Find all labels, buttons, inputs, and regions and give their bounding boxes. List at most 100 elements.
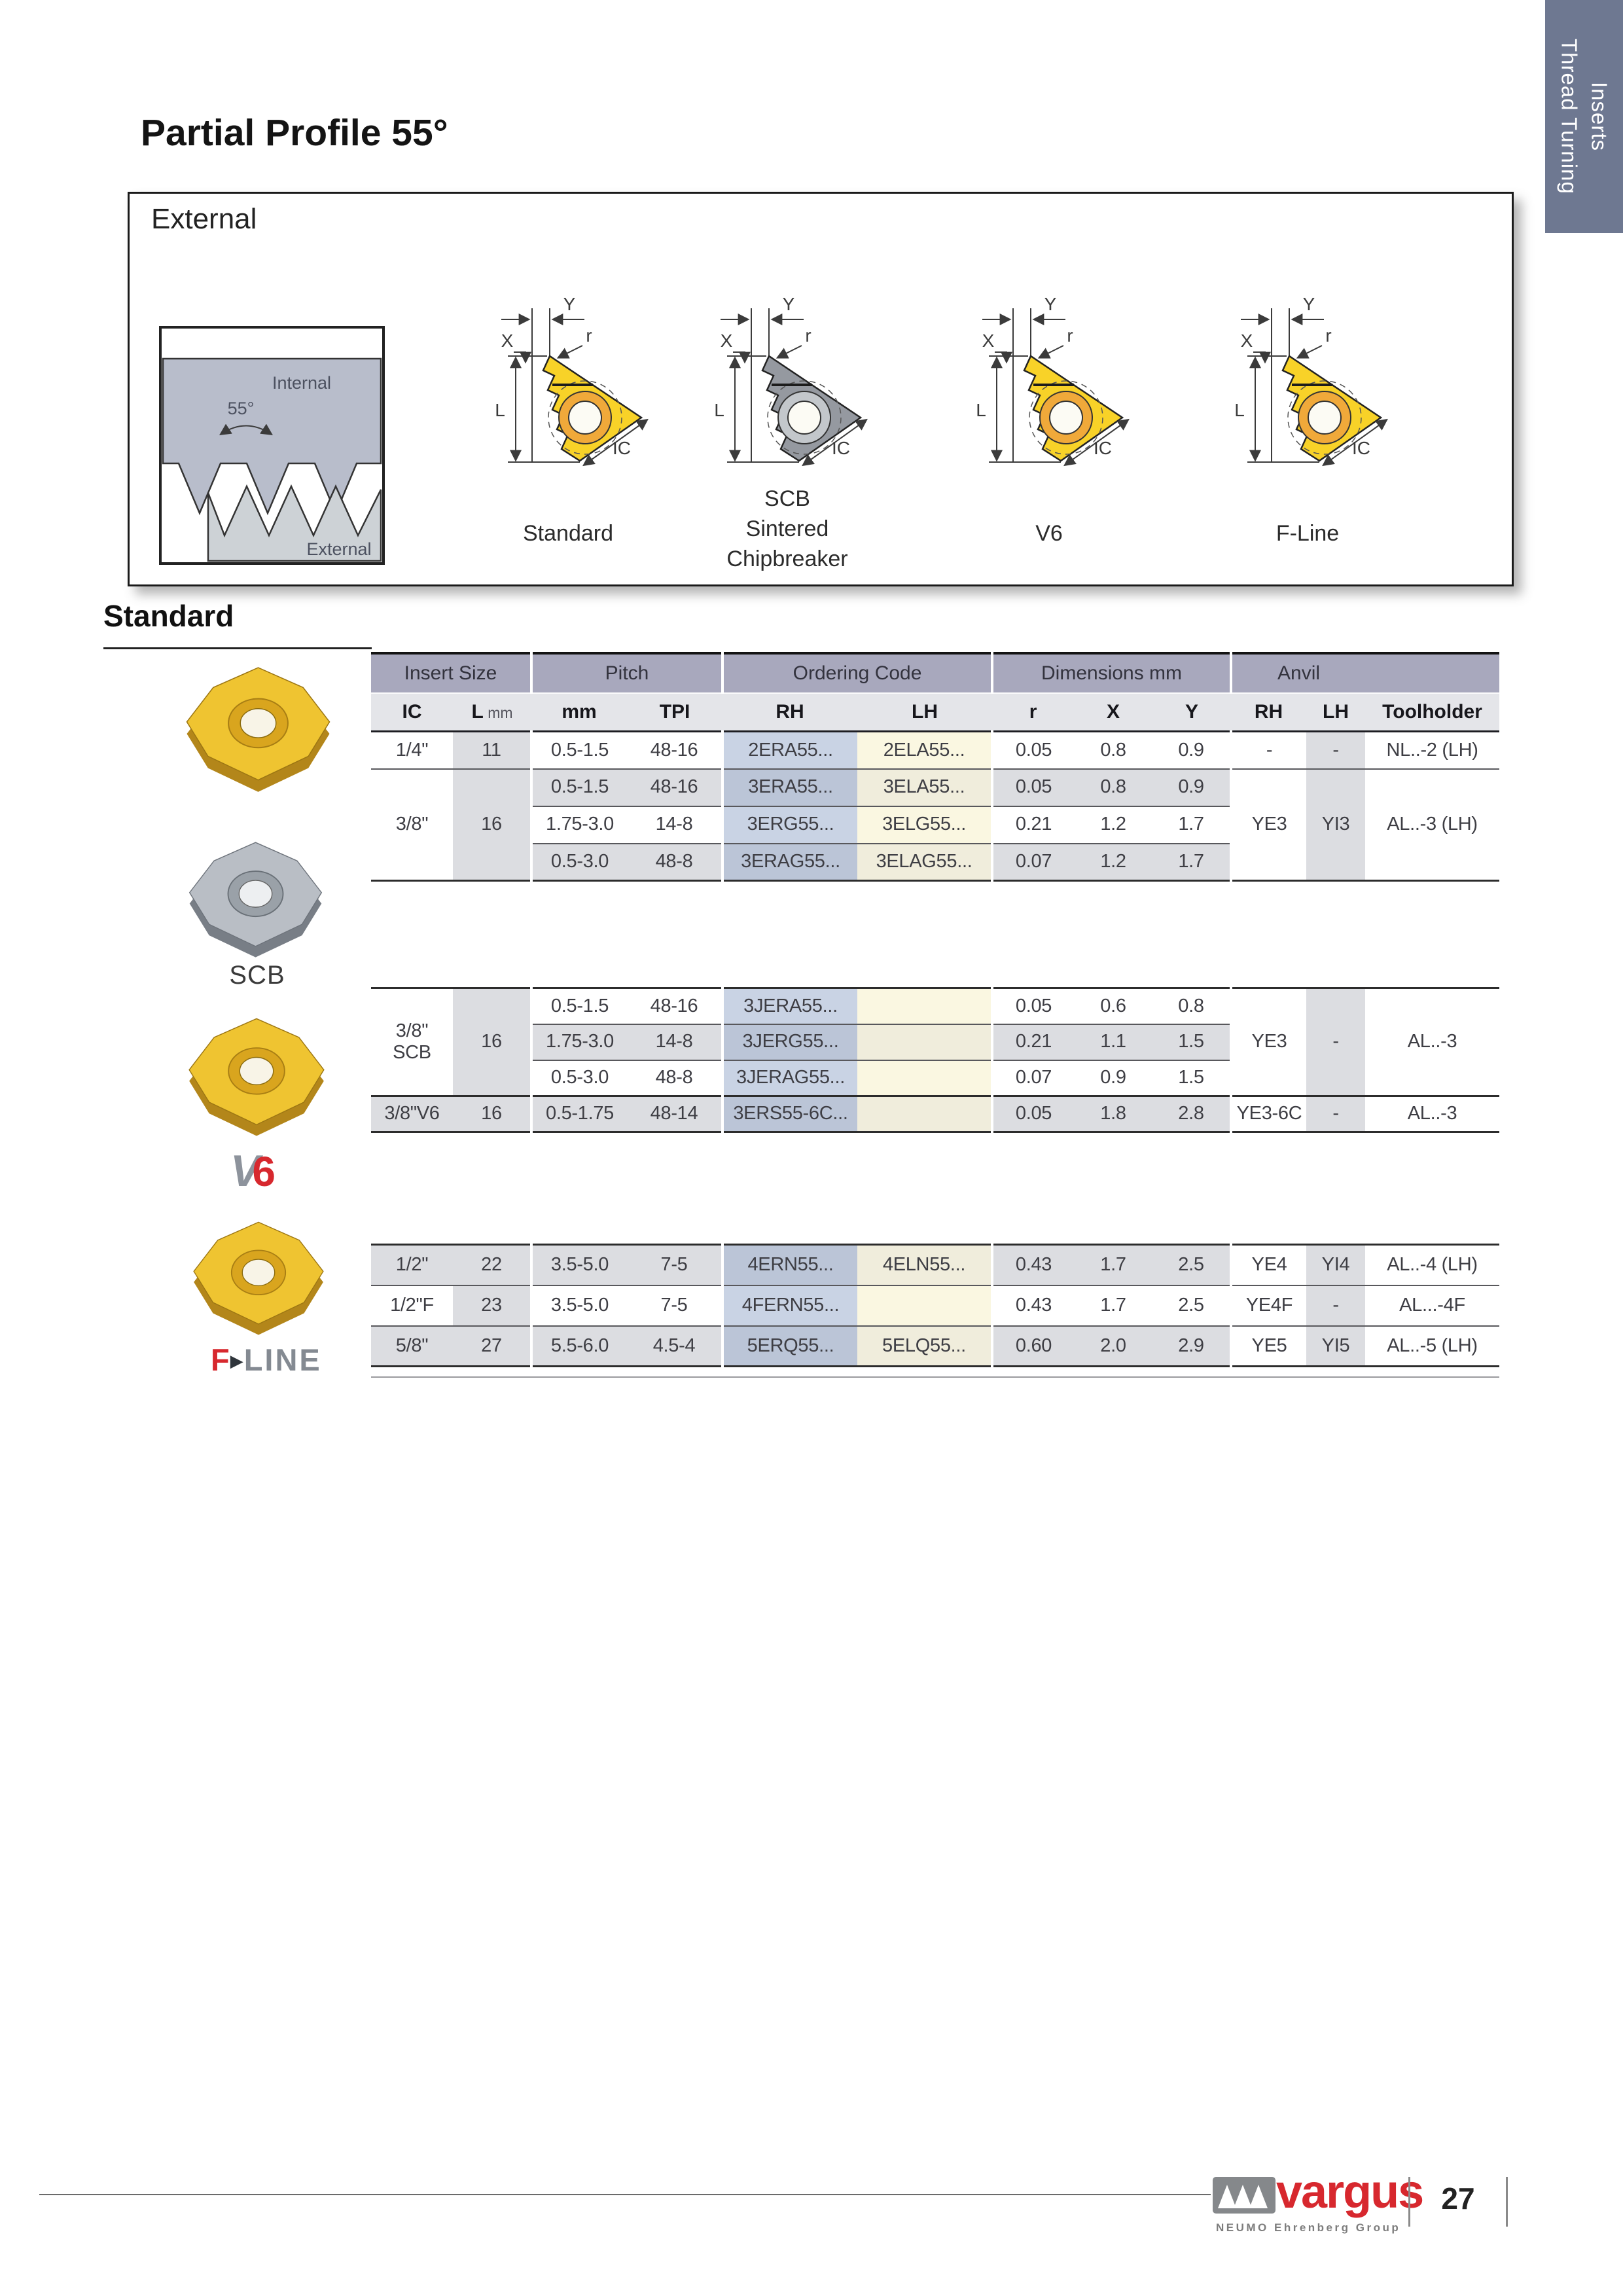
cell-r: 0.21 <box>991 805 1075 844</box>
cell-x: 0.8 <box>1074 768 1153 806</box>
dim-x-label: X <box>501 331 514 351</box>
cell-ic: 1/4" <box>371 731 453 769</box>
cell-alh: YI3 <box>1306 768 1366 881</box>
cell-r: 0.43 <box>991 1284 1074 1326</box>
cell-th: AL..-3 <box>1365 1095 1499 1132</box>
thread-profile-diagram: Internal External 55° <box>159 326 385 565</box>
v6-logo-v: V <box>230 1146 260 1196</box>
cell-tpi: 48-16 <box>627 768 723 806</box>
insert-photo-standard <box>186 667 330 792</box>
fline-logo: F▶LINE <box>211 1342 322 1378</box>
cell-mm: 0.5-1.5 <box>530 988 627 1024</box>
insert-diagram-standard: Y X r L IC <box>495 294 649 467</box>
section-heading: Standard <box>103 599 234 633</box>
dim-y-label: Y <box>1303 294 1315 314</box>
cell-tpi: 48-14 <box>627 1095 722 1132</box>
cell-alh: YI4 <box>1306 1244 1365 1285</box>
external-label: External <box>151 203 257 235</box>
column-group-header: Pitch <box>530 653 723 694</box>
table-row: 1.75-3.0 14-8 3ERG55... 3ELG55... 0.21 1.2 1.7 <box>371 805 1499 844</box>
dim-x-label: X <box>721 331 733 351</box>
cell-rh: 3ERG55... <box>721 805 858 844</box>
cell-x: 1.7 <box>1074 1244 1152 1285</box>
column-group-header: Anvil <box>1230 653 1366 694</box>
cell-x: 2.0 <box>1074 1325 1152 1367</box>
column-group-header <box>1365 653 1500 694</box>
brand-subtitle: NEUMO Ehrenberg Group <box>1216 2221 1401 2234</box>
internal-thread-region <box>162 357 382 516</box>
cell-r: 0.43 <box>991 1244 1074 1285</box>
column-header: RH <box>722 693 858 732</box>
external-thread-region <box>207 484 382 562</box>
cell-x: 0.6 <box>1074 988 1152 1024</box>
cell-arh: YE3 <box>1230 768 1307 881</box>
dim-l-label: L <box>976 400 986 420</box>
cell-alh: - <box>1306 1095 1365 1132</box>
dim-l-label: L <box>495 400 505 420</box>
table-row: 3/8" 16 0.5-1.5 48-16 3ERA55... 3ELA55... 0.05… <box>371 768 1500 881</box>
cell-th: NL..-2 (LH) <box>1365 731 1500 769</box>
fline-logo-f: F <box>211 1342 230 1377</box>
cell-alh: YI5 <box>1306 1325 1365 1367</box>
cell-y: 0.8 <box>1152 988 1231 1024</box>
column-unit: mm <box>483 704 513 721</box>
table-row: 0.5-3.0 48-8 3JERAG55... 0.07 0.9 1.5 <box>371 1059 1499 1096</box>
table-row: 5/8" 27 5.5-6.0 4.5-4 5ERQ55... 5ELQ55... 0.60… <box>371 1325 1499 1367</box>
cell-y: 1.5 <box>1152 1059 1231 1096</box>
cell-mm: 0.5-1.5 <box>530 768 628 806</box>
cell-lh <box>857 1059 992 1096</box>
cell-l: 16 <box>453 768 532 881</box>
column-header: Y <box>1152 693 1232 732</box>
dim-y-label: Y <box>1044 294 1057 314</box>
thread-angle-label: 55° <box>228 399 255 418</box>
group-header-row: Insert Size Pitch Ordering Code Dimensions … <box>371 653 1500 694</box>
cell-rh: 5ERQ55... <box>721 1325 857 1367</box>
dim-y-label: Y <box>563 294 576 314</box>
cell-ic: 3/8" SCB <box>371 988 453 1096</box>
cell-lh: 5ELQ55... <box>857 1325 992 1367</box>
cell-th: AL..-3 <box>1365 988 1499 1096</box>
column-header: r <box>992 693 1075 732</box>
cell-x: 0.9 <box>1074 1059 1152 1096</box>
cell-r: 0.07 <box>991 1059 1074 1096</box>
column-header-row: IC L mm mm TPI RH LH r X Y RH LH Toolholder <box>371 693 1500 732</box>
v6-logo: V6 <box>230 1145 276 1196</box>
cell-x: 1.2 <box>1074 842 1153 881</box>
cell-rh: 3ERAG55... <box>721 842 858 881</box>
diagram-caption-fline: F-Line <box>1275 521 1340 546</box>
table-end-rule <box>371 1376 1499 1378</box>
cell-tpi: 48-8 <box>627 842 723 881</box>
diagram-caption-v6: V6 <box>1035 521 1063 546</box>
cell-rh: 4ERN55... <box>721 1244 857 1285</box>
page-title: Partial Profile 55° <box>141 112 448 154</box>
cell-ic: 1/2"F <box>371 1284 453 1326</box>
cell-lh <box>857 1023 992 1060</box>
page-number: 27 <box>1441 2181 1475 2215</box>
cell-x: 1.7 <box>1074 1284 1152 1326</box>
cell-y: 0.9 <box>1152 768 1232 806</box>
dim-r-label: r <box>1067 325 1073 346</box>
cell-y: 2.9 <box>1152 1325 1231 1367</box>
cell-rh: 3JERG55... <box>721 1023 857 1060</box>
cell-y: 1.5 <box>1152 1023 1231 1060</box>
cell-y: 2.8 <box>1152 1095 1231 1132</box>
fline-logo-arrow-icon: ▶ <box>230 1351 243 1371</box>
dim-ic-label: IC <box>613 438 631 458</box>
dim-x-label: X <box>1241 331 1253 351</box>
cell-tpi: 14-8 <box>627 805 723 844</box>
dim-ic-label: IC <box>1094 438 1112 458</box>
external-region-label: External <box>306 539 371 559</box>
cell-ic: 5/8" <box>371 1325 453 1367</box>
standard-table: Insert Size Pitch Ordering Code Dimensions … <box>371 652 1500 882</box>
column-group-header: Ordering Code <box>721 653 993 694</box>
diagram-caption-standard: Standard <box>523 521 613 546</box>
fline-table: 1/2" 22 3.5-5.0 7-5 4ERN55... 4ELN55... 0.43 1.… <box>371 1244 1499 1367</box>
cell-mm: 0.5-3.0 <box>530 1059 627 1096</box>
cell-rh: 3JERA55... <box>721 988 857 1024</box>
cell-lh <box>857 1284 992 1326</box>
cell-mm: 3.5-5.0 <box>530 1284 627 1326</box>
column-header: LH <box>1306 693 1366 732</box>
cell-y: 2.5 <box>1152 1284 1231 1326</box>
cell-mm: 0.5-3.0 <box>530 842 628 881</box>
